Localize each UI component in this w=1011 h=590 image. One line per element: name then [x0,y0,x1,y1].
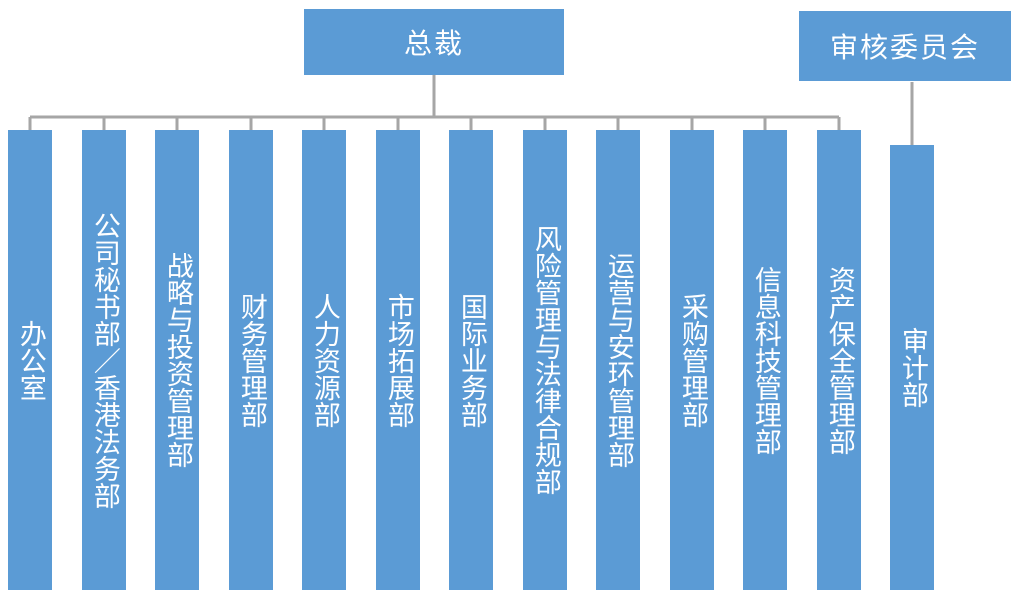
dept-human-resources: 人力资源部 [302,130,346,590]
dept-label: 审计部 [896,327,928,408]
dept-risk-legal-compliance: 风险管理与法律合规部 [523,130,567,590]
dept-label: 战略与投资管理部 [161,252,193,468]
dept-information-technology: 信息科技管理部 [743,130,787,590]
dept-label: 资产保全管理部 [823,265,855,455]
dept-procurement: 采购管理部 [670,130,714,590]
audit-committee-label: 审核委员会 [829,31,980,64]
audit-committee-box: 审核委员会 [799,11,1011,81]
president-label: 总裁 [403,27,464,60]
dept-international-business: 国际业务部 [449,130,493,590]
dept-label: 信息科技管理部 [749,265,781,455]
dept-label: 财务管理部 [235,292,267,428]
dept-label: 人力资源部 [308,292,340,428]
dept-label: 公司秘书部／香港法务部 [88,211,120,509]
dept-label: 采购管理部 [676,292,708,428]
dept-label: 市场拓展部 [382,292,414,428]
dept-audit: 审计部 [890,145,934,590]
dept-label: 办公室 [14,319,46,401]
dept-label: 风险管理与法律合规部 [529,225,561,495]
dept-label: 国际业务部 [455,292,487,428]
dept-office: 办公室 [8,130,52,590]
dept-strategy-investment: 战略与投资管理部 [155,130,199,590]
dept-operations-safety-env: 运营与安环管理部 [596,130,640,590]
dept-asset-preservation: 资产保全管理部 [817,130,861,590]
dept-finance: 财务管理部 [229,130,273,590]
dept-company-secretary: 公司秘书部／香港法务部 [82,130,126,590]
dept-market-expansion: 市场拓展部 [376,130,420,590]
dept-label: 运营与安环管理部 [602,252,634,468]
president-box: 总裁 [304,9,564,75]
